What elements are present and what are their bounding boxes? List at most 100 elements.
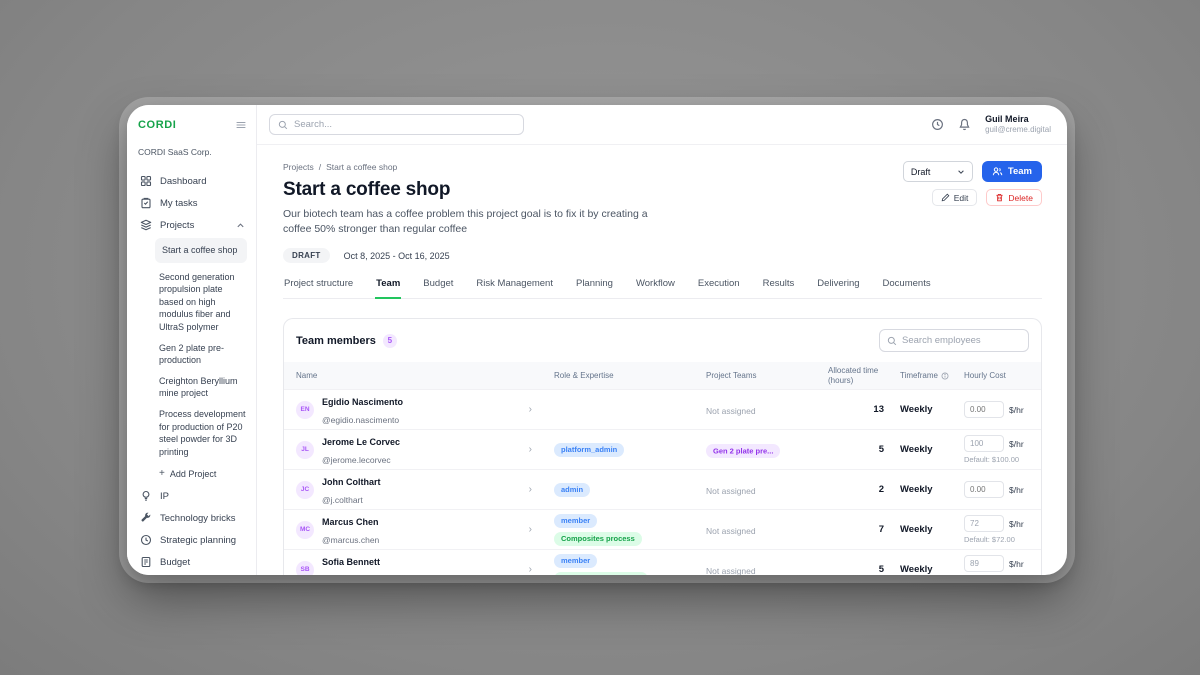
project-tabs: Project structure Team Budget Risk Manag… (283, 278, 1042, 300)
sidebar-item-ip[interactable]: IP (138, 485, 247, 507)
avatar: SB (296, 560, 314, 575)
chevron-right-icon[interactable]: › (528, 524, 532, 536)
sidebar-item-sred[interactable]: SR&ED (138, 573, 247, 575)
member-name: Marcus Chen (322, 516, 379, 527)
tab-workflow[interactable]: Workflow (635, 278, 675, 290)
hamburger-menu-icon[interactable] (235, 119, 247, 131)
expertise-badge: Software development (554, 571, 649, 575)
org-name: CORDI SaaS Corp. (138, 147, 212, 157)
tab-planning[interactable]: Planning (575, 278, 613, 290)
project-team-value: Not assigned (706, 405, 756, 416)
hourly-rate-input[interactable] (964, 515, 1004, 533)
team-people-icon (992, 166, 1003, 177)
hourly-rate-input[interactable] (964, 481, 1004, 499)
sidebar-item-projects[interactable]: Projects (138, 214, 247, 236)
global-search[interactable] (269, 114, 524, 135)
sidebar-item-label: Budget (160, 556, 191, 568)
tab-execution[interactable]: Execution (697, 278, 740, 290)
clock-icon (140, 534, 152, 546)
sidebar-item-budget[interactable]: Budget (138, 551, 247, 573)
allocated-time: 5 (878, 564, 884, 575)
info-icon[interactable] (941, 372, 949, 380)
global-search-input[interactable] (294, 119, 515, 130)
hourly-rate-input[interactable] (964, 435, 1004, 453)
edit-button[interactable]: Edit (931, 189, 978, 206)
project-link-p20-powder[interactable]: Process development for production of P2… (159, 408, 246, 457)
hourly-rate-input[interactable] (964, 555, 1004, 573)
sidebar-item-label: Strategic planning (160, 534, 237, 546)
avatar: JL (296, 440, 314, 459)
sidebar-item-technology-bricks[interactable]: Technology bricks (138, 507, 247, 529)
project-team-value: Not assigned (706, 485, 756, 496)
project-link-gen2-plate[interactable]: Gen 2 plate pre-production (159, 342, 225, 366)
table-row[interactable]: MC Marcus Chen @marcus.chen › member Comp… (284, 509, 1041, 549)
add-project-label: Add Project (169, 468, 217, 479)
edit-button-label: Edit (953, 192, 969, 203)
hourly-rate-input[interactable] (964, 401, 1004, 419)
project-description: Our biotech team has a coffee problem th… (283, 208, 648, 236)
sidebar-item-strategic-planning[interactable]: Strategic planning (138, 529, 247, 551)
role-badge: member (554, 553, 598, 568)
table-row[interactable]: SB Sofia Bennett@sofia.bennett › member … (284, 549, 1041, 575)
default-rate: Default: $100.00 (964, 455, 1020, 465)
history-clock-icon[interactable] (931, 118, 944, 131)
timeframe-value: Weekly (900, 564, 933, 575)
tab-delivering[interactable]: Delivering (817, 278, 860, 290)
tab-results[interactable]: Results (762, 278, 795, 290)
project-link-propulsion-plate[interactable]: Second generation propulsion plate based… (159, 271, 235, 332)
plus-icon: + (159, 468, 165, 480)
table-header-row: Name Role & Expertise Project Teams Allo… (284, 362, 1041, 390)
member-handle: @jerome.lecorvec (322, 454, 391, 465)
search-icon (278, 120, 288, 130)
team-button[interactable]: Team (981, 161, 1042, 182)
tab-project-structure[interactable]: Project structure (284, 278, 354, 290)
table-row[interactable]: EN Egidio Nascimento @egidio.nascimento ›… (284, 389, 1041, 429)
col-teams: Project Teams (706, 370, 757, 380)
employee-search-input[interactable] (902, 335, 1021, 347)
role-badge: platform_admin (554, 442, 625, 457)
tab-documents[interactable]: Documents (882, 278, 931, 290)
project-date-range: Oct 8, 2025 - Oct 16, 2025 (343, 250, 450, 261)
table-row[interactable]: JL Jerome Le Corvec @jerome.lecorvec › pl… (284, 429, 1041, 469)
tab-team[interactable]: Team (375, 278, 402, 300)
rate-unit: $/hr (1009, 484, 1024, 495)
chevron-right-icon[interactable]: › (528, 484, 532, 496)
employee-search[interactable] (879, 329, 1029, 353)
delete-button[interactable]: Delete (986, 189, 1042, 206)
notepad-icon (140, 556, 152, 568)
member-name: Jerome Le Corvec (322, 436, 401, 447)
team-button-label: Team (1007, 166, 1032, 177)
breadcrumb-projects[interactable]: Projects (283, 162, 314, 172)
project-team-value: Not assigned (706, 525, 756, 536)
notifications-bell-icon[interactable] (958, 118, 971, 131)
chevron-right-icon[interactable]: › (528, 404, 532, 416)
sidebar-item-label: IP (160, 490, 169, 502)
chevron-right-icon[interactable]: › (528, 564, 532, 575)
tab-risk-management[interactable]: Risk Management (476, 278, 553, 290)
project-link-beryllium-mine[interactable]: Creighton Beryllium mine project (159, 375, 238, 399)
project-team-value: Not assigned (706, 565, 756, 575)
user-name: Guil Meira (985, 113, 1029, 124)
sidebar-item-label: My tasks (160, 197, 198, 209)
allocated-time: 2 (878, 484, 884, 496)
rate-unit: $/hr (1009, 438, 1024, 449)
chevron-right-icon[interactable]: › (528, 444, 532, 456)
project-link-coffee-shop[interactable]: Start a coffee shop (155, 238, 247, 263)
add-project-button[interactable]: + Add Project (159, 468, 247, 479)
status-select[interactable]: Draft (902, 161, 973, 182)
sidebar-item-my-tasks[interactable]: My tasks (138, 192, 247, 214)
timeframe-value: Weekly (900, 524, 933, 536)
timeframe-value: Weekly (900, 444, 933, 456)
expertise-badge: Composites process (554, 531, 642, 546)
status-badge: DRAFT (283, 248, 330, 264)
table-row[interactable]: JC John Colthart @j.colthart › admin Not … (284, 469, 1041, 509)
chevron-up-icon[interactable] (236, 221, 245, 230)
user-menu[interactable]: Guil Meira guil@creme.digital (985, 114, 1051, 135)
sidebar-item-dashboard[interactable]: Dashboard (138, 170, 247, 192)
rate-unit: $/hr (1009, 518, 1024, 529)
tab-budget[interactable]: Budget (423, 278, 454, 290)
allocated-time: 13 (873, 404, 884, 416)
col-allocated: Allocated time (hours) (828, 365, 879, 385)
brand-logo: CORDI (138, 119, 177, 131)
sidebar-item-label: Technology bricks (160, 512, 236, 524)
